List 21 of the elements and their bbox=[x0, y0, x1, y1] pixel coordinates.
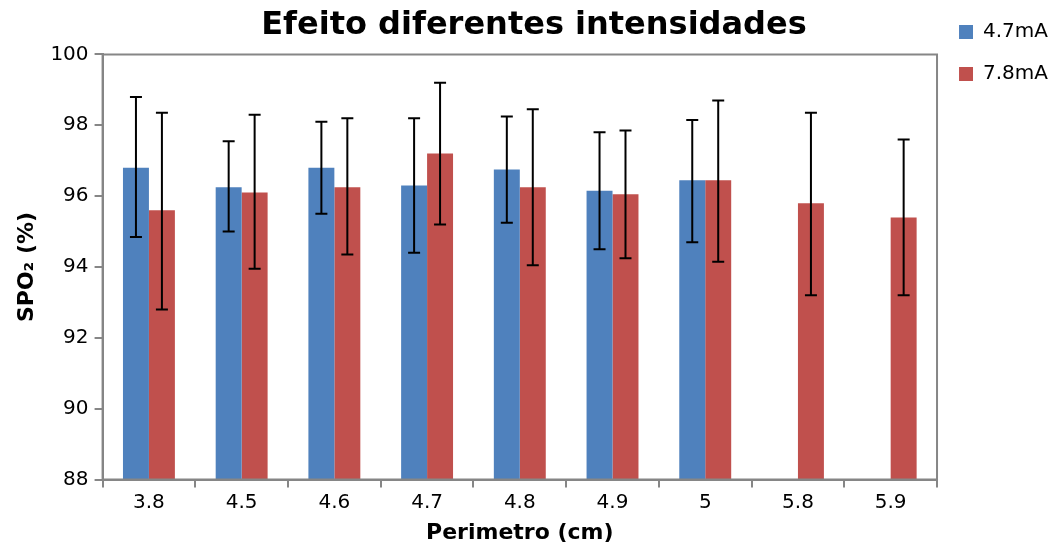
chart-title: Efeito diferentes intensidades bbox=[261, 3, 807, 42]
x-tick-label: 4.5 bbox=[225, 488, 258, 513]
y-tick-label: 90 bbox=[63, 394, 89, 419]
x-tick-label: 3.8 bbox=[133, 488, 165, 513]
x-tick-label: 4.7 bbox=[411, 488, 443, 513]
x-tick-label: 5.9 bbox=[874, 488, 907, 513]
x-tick-label: 5 bbox=[698, 488, 712, 513]
x-tick-label: 5.8 bbox=[782, 488, 814, 513]
legend-label: 4.7mA bbox=[983, 18, 1049, 43]
y-tick-label: 100 bbox=[50, 40, 89, 65]
y-tick-label: 96 bbox=[63, 182, 89, 207]
legend-label: 7.8mA bbox=[983, 60, 1049, 85]
y-tick-label: 94 bbox=[63, 253, 89, 278]
y-axis-title: SPO₂ (%) bbox=[12, 211, 38, 323]
x-axis-title: Perimetro (cm) bbox=[426, 518, 614, 544]
y-tick-label: 92 bbox=[63, 324, 89, 349]
x-tick-label: 4.6 bbox=[318, 488, 351, 513]
y-tick-label: 88 bbox=[63, 465, 89, 490]
x-tick-label: 4.8 bbox=[503, 488, 536, 513]
x-tick-label: 4.9 bbox=[596, 488, 629, 513]
y-tick-label: 98 bbox=[63, 111, 89, 136]
